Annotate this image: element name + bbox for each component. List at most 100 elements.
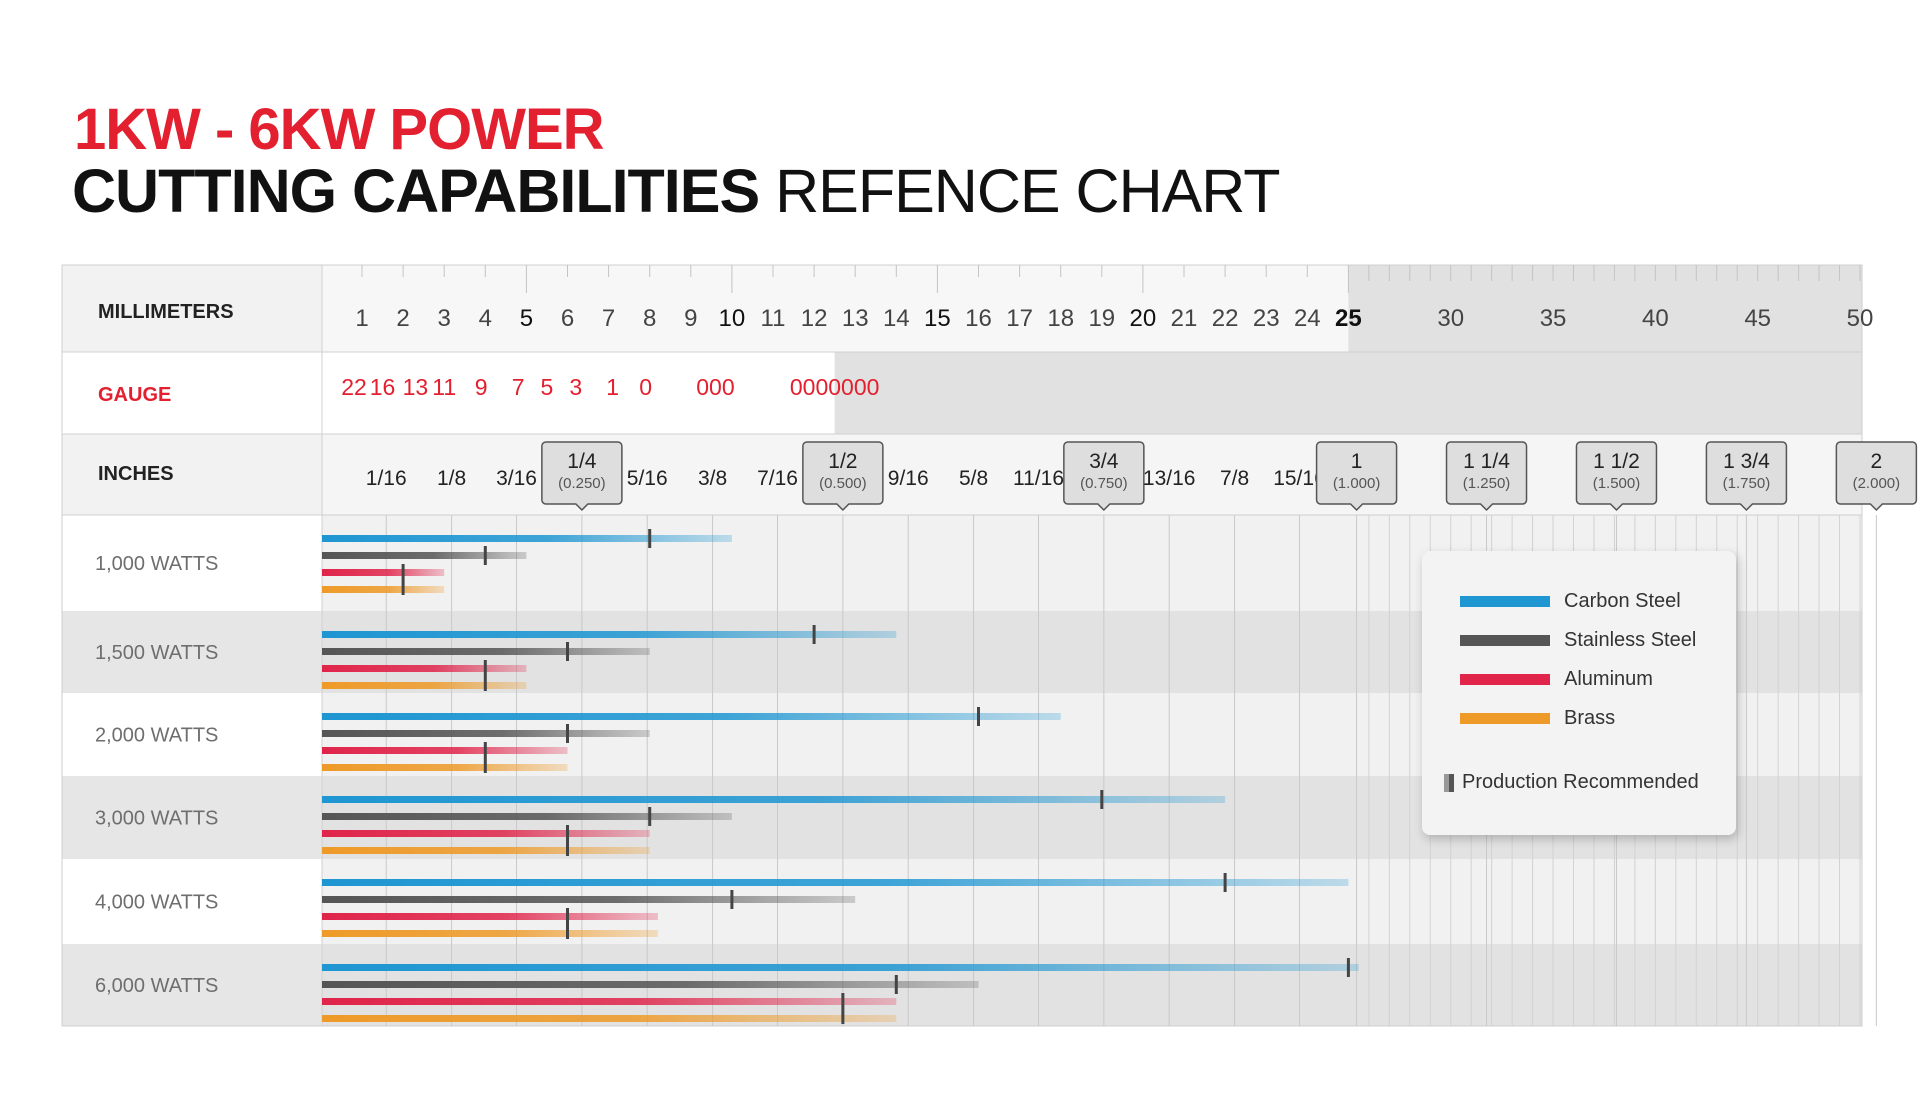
inch-callout-box <box>1835 441 1918 512</box>
inch-callout-decimal: (1.000) <box>1333 475 1381 492</box>
inch-callout-box <box>1445 441 1528 512</box>
inch-callout-decimal: (0.250) <box>558 475 606 492</box>
production-marker <box>566 908 569 939</box>
inch-tick-label: 7/16 <box>757 467 798 490</box>
inch-callout-label: 2 <box>1871 450 1883 473</box>
mm-tick-label: 35 <box>1540 305 1567 332</box>
inch-callout-box <box>541 441 623 512</box>
gauge-tick-label: 16 <box>370 374 396 400</box>
inch-callout: 3/4 (0.750) <box>1063 441 1145 512</box>
production-marker <box>1223 873 1227 892</box>
production-marker <box>566 642 569 661</box>
legend-swatch-stainless-steel <box>1460 634 1550 646</box>
legend-label: Carbon Steel <box>1564 589 1681 612</box>
production-marker <box>483 546 487 565</box>
mm-tick-label: 8 <box>643 305 656 332</box>
bar-brass <box>322 586 445 593</box>
bar-aluminum <box>322 747 568 754</box>
inch-tick-label: 3/8 <box>698 467 727 490</box>
gauge-tick-label: 11 <box>432 374 456 400</box>
mm-tick-label: 9 <box>684 305 697 332</box>
mm-tick-label: 5 <box>520 305 533 332</box>
inch-callout-decimal: (1.250) <box>1463 475 1511 492</box>
production-marker <box>841 993 845 1024</box>
legend-item-stainless-steel: Stainless Steel <box>1460 625 1696 655</box>
mm-tick-label: 23 <box>1253 305 1280 332</box>
legend-label: Stainless Steel <box>1564 628 1697 651</box>
bar-brass <box>322 1015 897 1022</box>
bar-aluminum <box>322 830 650 837</box>
gauge-row-bg-empty <box>834 352 1862 434</box>
inch-tick-label: 1/8 <box>437 467 466 490</box>
bar-brass <box>322 682 527 689</box>
inch-tick-label: 1/16 <box>366 467 407 490</box>
production-marker <box>483 742 487 773</box>
legend-label: Aluminum <box>1564 667 1653 690</box>
watt-row-label: 3,000 WATTS <box>95 808 218 830</box>
bar-aluminum <box>322 665 527 672</box>
inch-tick-label: 13/16 <box>1143 467 1196 490</box>
mm-tick-label: 24 <box>1294 305 1321 332</box>
mm-tick-label: 14 <box>883 305 910 332</box>
mm-tick-label: 11 <box>761 305 786 332</box>
production-marker <box>483 660 487 691</box>
watt-row-label: 6,000 WATTS <box>95 975 218 997</box>
legend: Carbon Steel Stainless Steel Aluminum Br… <box>1422 551 1736 835</box>
inch-callout-box <box>1063 441 1145 512</box>
legend-swatch-aluminum <box>1460 673 1550 685</box>
production-marker <box>977 707 980 726</box>
mm-tick-label: 1 <box>355 305 368 332</box>
inch-callout-label: 1/2 <box>828 450 857 473</box>
chart-title-line2: CUTTING CAPABILITIES REFENCE CHART <box>72 156 1281 226</box>
legend-item-aluminum: Aluminum <box>1460 664 1653 694</box>
bar-carbon-steel <box>322 713 1061 720</box>
millimeter-row-bg <box>322 265 1349 352</box>
production-marker <box>648 529 652 548</box>
bar-stainless-steel <box>322 648 650 655</box>
bar-brass <box>322 847 650 854</box>
production-marker <box>566 724 569 743</box>
inch-callout: 1 (1.000) <box>1315 441 1398 512</box>
millimeters-label: MILLIMETERS <box>98 301 234 323</box>
watt-label-cell <box>62 859 322 944</box>
bar-aluminum <box>322 913 658 920</box>
mm-tick-label: 45 <box>1744 305 1771 332</box>
bar-carbon-steel <box>322 535 732 542</box>
mm-tick-label: 17 <box>1006 305 1033 332</box>
inch-callout-decimal: (0.750) <box>1080 475 1128 492</box>
gauge-tick-label: 22 <box>341 374 367 400</box>
watt-row-label: 1,500 WATTS <box>95 642 218 664</box>
watt-label-cell <box>62 944 322 1026</box>
legend-label: Production Recommended <box>1462 771 1699 793</box>
gauge-tick-label: 3 <box>569 374 582 400</box>
mm-tick-label: 6 <box>561 305 574 332</box>
production-marker <box>648 807 652 826</box>
mm-tick-label: 13 <box>842 305 869 332</box>
mm-tick-label: 2 <box>396 305 409 332</box>
inch-callout-label: 1 1/2 <box>1593 450 1640 473</box>
production-marker <box>401 564 405 595</box>
inch-callout-box <box>1315 441 1398 512</box>
inch-tick-label: 5/16 <box>627 467 668 490</box>
production-marker <box>566 825 569 856</box>
mm-tick-label: 4 <box>479 305 492 332</box>
gauge-tick-label: 9 <box>475 374 488 400</box>
inch-callout-box <box>1705 441 1788 512</box>
mm-tick-label: 30 <box>1437 305 1464 332</box>
inch-callout: 1/2 (0.500) <box>802 441 884 512</box>
bar-stainless-steel <box>322 896 856 903</box>
inch-callout-label: 3/4 <box>1089 450 1119 473</box>
legend-item-carbon-steel: Carbon Steel <box>1460 586 1681 616</box>
mm-tick-label: 12 <box>801 305 828 332</box>
bar-aluminum <box>322 569 445 576</box>
inch-callout-decimal: (2.000) <box>1853 475 1901 492</box>
inches-label: INCHES <box>98 463 174 485</box>
bar-carbon-steel <box>322 631 897 638</box>
gauge-tick-label: 0 <box>639 374 652 400</box>
gauge-row-bg <box>322 352 835 434</box>
production-marker <box>1346 958 1350 977</box>
production-marker-icon <box>1444 773 1454 792</box>
inch-callout: 1 1/4 (1.250) <box>1445 441 1528 512</box>
legend-item-brass: Brass <box>1460 703 1615 733</box>
inch-callout: 1 1/2 (1.500) <box>1575 441 1658 512</box>
